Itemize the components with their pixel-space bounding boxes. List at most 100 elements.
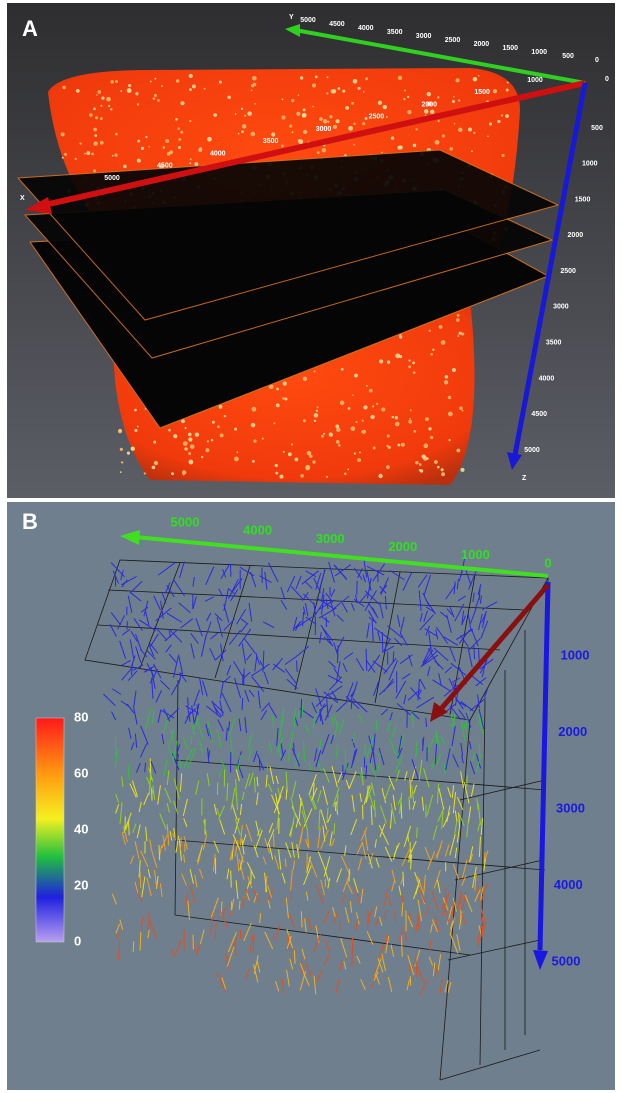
cell-dot (435, 140, 440, 145)
tick-label: 2500 (369, 114, 385, 121)
cell-dot (219, 405, 223, 409)
cell-dot (403, 98, 405, 100)
cell-dot (352, 394, 354, 396)
cell-dot (444, 380, 448, 384)
cell-dot (198, 148, 202, 152)
cell-dot (115, 80, 118, 83)
cell-dot (381, 407, 385, 411)
vector-arrow (417, 827, 418, 838)
cell-dot (64, 153, 67, 156)
cell-dot (353, 144, 355, 146)
tick-label: 5000 (552, 953, 581, 968)
cell-dot (110, 108, 112, 110)
cell-dot (462, 410, 464, 412)
cell-dot (190, 158, 192, 160)
cell-dot (237, 451, 239, 453)
cell-dot (276, 388, 279, 391)
cell-dot (252, 460, 255, 463)
cell-dot (365, 77, 368, 80)
cell-dot (345, 106, 349, 110)
cell-dot (413, 371, 416, 374)
tick-label: 5000 (171, 514, 200, 529)
vector-arrow (259, 760, 260, 771)
cell-dot (235, 113, 237, 115)
cell-dot (241, 130, 244, 133)
cell-dot (387, 360, 390, 363)
cell-dot (386, 116, 388, 118)
cell-dot (127, 88, 132, 93)
cell-dot (234, 428, 237, 431)
cell-dot (441, 468, 444, 471)
tick-label: 1500 (474, 89, 490, 96)
tick-label: 3500 (263, 138, 279, 145)
cell-dot (437, 96, 439, 98)
cell-dot (410, 409, 412, 411)
colorbar (36, 718, 64, 942)
cell-dot (127, 452, 130, 455)
cell-dot (300, 76, 303, 79)
cell-dot (507, 82, 509, 84)
tick-label: 3000 (553, 304, 569, 311)
tick-label: 1000 (531, 49, 547, 56)
tick-label: 4500 (157, 163, 173, 170)
cell-dot (178, 138, 181, 141)
tick-label: 1000 (527, 77, 543, 84)
cell-dot (194, 162, 198, 166)
tick-label: 5000 (300, 17, 316, 24)
cell-dot (414, 430, 417, 433)
cell-dot (344, 472, 347, 475)
cell-dot (357, 458, 361, 462)
cell-dot (93, 108, 96, 111)
cell-dot (327, 121, 329, 123)
cell-dot (251, 423, 255, 427)
cell-dot (303, 377, 307, 381)
cell-dot (336, 440, 340, 444)
cell-dot (302, 113, 307, 118)
cell-dot (407, 96, 409, 98)
cell-dot (323, 433, 325, 435)
cell-dot (487, 135, 489, 137)
cell-dot (294, 458, 298, 462)
cell-dot (224, 415, 226, 417)
tick-label: 1500 (575, 196, 591, 203)
cell-dot (282, 98, 284, 100)
cell-dot (316, 410, 318, 412)
cell-dot (429, 330, 431, 332)
cell-dot (489, 122, 492, 125)
tick-label: 2000 (421, 101, 437, 108)
cell-dot (303, 419, 306, 422)
cell-dot (213, 113, 217, 117)
cell-dot (190, 444, 195, 449)
cell-dot (353, 79, 358, 84)
tick-label: 20 (74, 877, 88, 892)
cell-dot (168, 429, 171, 432)
cell-dot (395, 416, 398, 419)
cell-dot (430, 436, 433, 439)
tick-label: 3000 (316, 126, 332, 133)
cell-dot (413, 144, 417, 148)
cell-dot (211, 439, 213, 441)
tick-label: 3500 (546, 340, 562, 347)
cell-dot (201, 456, 203, 458)
cell-dot (391, 137, 394, 140)
vector-arrow (301, 911, 302, 927)
cell-dot (319, 117, 323, 121)
cell-dot (392, 416, 394, 418)
cell-dot (100, 117, 103, 120)
tick-label: 2500 (560, 268, 576, 275)
vector-arrow (482, 926, 483, 937)
cell-dot (298, 94, 300, 96)
tick-label: 1500 (503, 45, 519, 52)
cell-dot (340, 401, 345, 406)
cell-dot (412, 362, 415, 365)
cell-dot (317, 406, 319, 408)
cell-dot (106, 97, 111, 102)
tick-label: 5000 (524, 447, 540, 454)
cell-dot (128, 84, 131, 87)
cell-dot (323, 119, 327, 123)
cell-dot (362, 420, 364, 422)
cell-dot (153, 441, 156, 444)
cell-dot (338, 444, 340, 446)
tick-label: 1000 (582, 161, 598, 168)
vector-arrow (334, 823, 335, 835)
